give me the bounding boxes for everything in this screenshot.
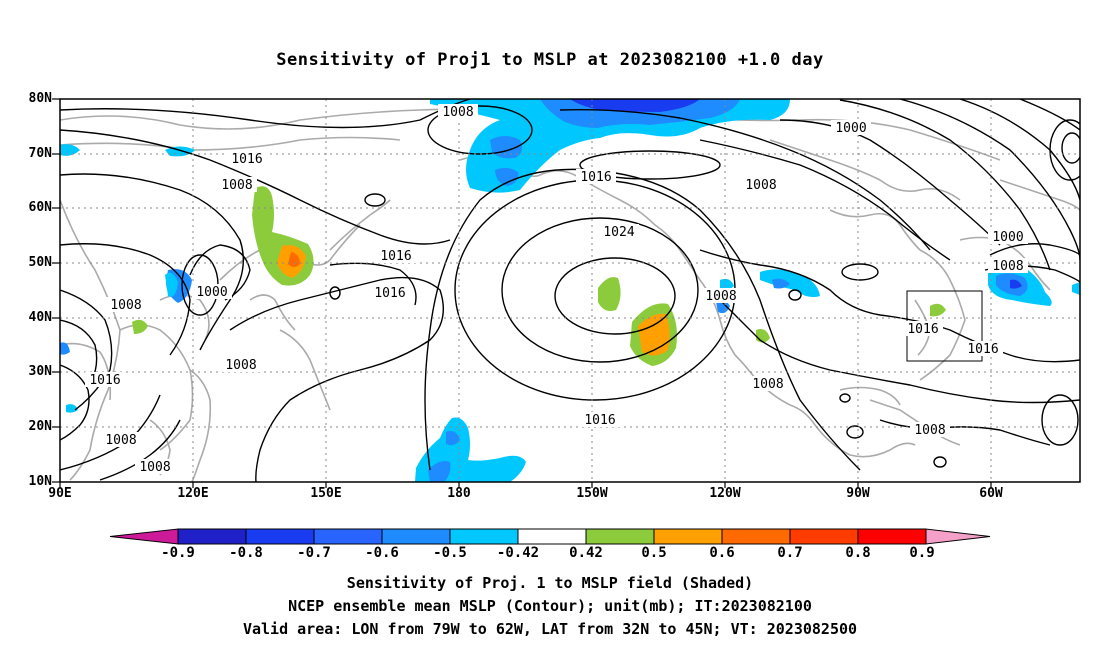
contour-label-bg (741, 177, 781, 192)
contour-label: 1008 (105, 433, 136, 448)
colorbar-swatch (857, 528, 927, 545)
colorbar-low-arrow (109, 528, 179, 545)
contour-label: 1008 (705, 289, 736, 304)
contour-label-bg (576, 169, 616, 184)
contour-label-bg (221, 357, 261, 372)
contour-label-bg (192, 284, 232, 299)
colorbar-swatch (585, 528, 655, 545)
colorbar-high-arrow (925, 528, 991, 545)
contour-label: 1008 (442, 105, 473, 120)
colorbar-swatch (177, 528, 247, 545)
colorbar-label: 0.42 (569, 545, 603, 561)
contour-label: 1008 (225, 358, 256, 373)
contour-label: 1016 (584, 413, 615, 428)
colorbar-swatch (449, 528, 519, 545)
colorbar-label: 0.7 (777, 545, 803, 561)
contour-label-bg (988, 229, 1028, 244)
contour-label-bg (903, 321, 943, 336)
contour-label-bg (748, 376, 788, 391)
colorbar-label: 0.8 (845, 545, 871, 561)
colorbar-swatch (313, 528, 383, 545)
colorbar (109, 528, 991, 545)
contour-label: 1000 (835, 121, 866, 136)
contour-label: 1008 (752, 377, 783, 392)
contour-label-bg (599, 224, 639, 239)
contour-label: 1008 (221, 178, 252, 193)
contour-label-bg (910, 422, 950, 437)
contour-label: 1008 (139, 460, 170, 475)
contour-label: 1008 (110, 298, 141, 313)
contour-label-bg (701, 288, 741, 303)
lat-label-80n: 80N (28, 91, 52, 106)
contour-label: 1016 (89, 373, 120, 388)
lon-label-180: 180 (447, 486, 471, 501)
contour-label: 1016 (580, 170, 611, 185)
contour-label-bg (106, 297, 146, 312)
contour-label: 1000 (992, 230, 1023, 245)
contour-label: 1016 (374, 286, 405, 301)
caption-shaded: Sensitivity of Proj. 1 to MSLP field (Sh… (346, 574, 754, 592)
contour-label-bg (227, 151, 267, 166)
colorbar-label: -0.42 (496, 545, 540, 561)
lon-label-150w: 150W (576, 486, 608, 501)
contour-label: 1016 (231, 152, 262, 167)
colorbar-swatch (517, 528, 587, 545)
contour-label-bg (831, 120, 871, 135)
colorbar-label: -0.6 (365, 545, 399, 561)
lon-label-120e: 120E (177, 486, 209, 501)
lat-label-10n: 10N (28, 474, 52, 489)
colorbar-label: 0.9 (909, 545, 935, 561)
contour-label: 1008 (992, 259, 1023, 274)
colorbar-swatch (245, 528, 315, 545)
colorbar-label: -0.7 (297, 545, 331, 561)
contour-label: 1016 (967, 342, 998, 357)
lat-label-20n: 20N (28, 419, 52, 434)
lon-label-120w: 120W (709, 486, 741, 501)
contour-label-bg (963, 341, 1003, 356)
lat-label-40n: 40N (28, 310, 52, 325)
chart-title: Sensitivity of Proj1 to MSLP at 20230821… (276, 50, 824, 70)
contour-labels: 1008101610081000101610161024100810081016… (85, 104, 1028, 475)
contour-label-bg (85, 372, 125, 387)
colorbar-label: -0.9 (161, 545, 195, 561)
lon-label-150e: 150E (310, 486, 342, 501)
map-frame (59, 98, 1081, 483)
contour-label-bg (135, 459, 175, 474)
contour-label-bg (217, 177, 257, 192)
contour-label: 1016 (907, 322, 938, 337)
lat-label-30n: 30N (28, 364, 52, 379)
contour-label-bg (580, 412, 620, 427)
lon-label-90e: 90E (48, 486, 72, 501)
contour-label-bg (376, 248, 416, 263)
lat-label-50n: 50N (28, 255, 52, 270)
contour-label: 1000 (196, 285, 227, 300)
lat-label-70n: 70N (28, 146, 52, 161)
lon-label-60w: 60W (979, 486, 1003, 501)
contour-label: 1008 (745, 178, 776, 193)
contour-label: 1024 (603, 225, 634, 240)
contour-label-bg (438, 104, 478, 119)
caption-valid-area: Valid area: LON from 79W to 62W, LAT fro… (242, 620, 858, 638)
lat-label-60n: 60N (28, 200, 52, 215)
colorbar-swatch (653, 528, 723, 545)
lon-label-90w: 90W (846, 486, 870, 501)
colorbar-label: 0.6 (709, 545, 735, 561)
colorbar-swatch (381, 528, 451, 545)
colorbar-swatch (789, 528, 859, 545)
colorbar-label: 0.5 (641, 545, 667, 561)
colorbar-label: -0.5 (433, 545, 467, 561)
colorbar-swatch (721, 528, 791, 545)
contour-label: 1016 (380, 249, 411, 264)
axis-ticks (52, 98, 992, 488)
contour-label: 1008 (914, 423, 945, 438)
caption-contour: NCEP ensemble mean MSLP (Contour); unit(… (288, 597, 812, 615)
contour-label-bg (370, 285, 410, 300)
colorbar-label: -0.8 (229, 545, 263, 561)
contour-label-bg (988, 258, 1028, 273)
contour-label-bg (101, 432, 141, 447)
